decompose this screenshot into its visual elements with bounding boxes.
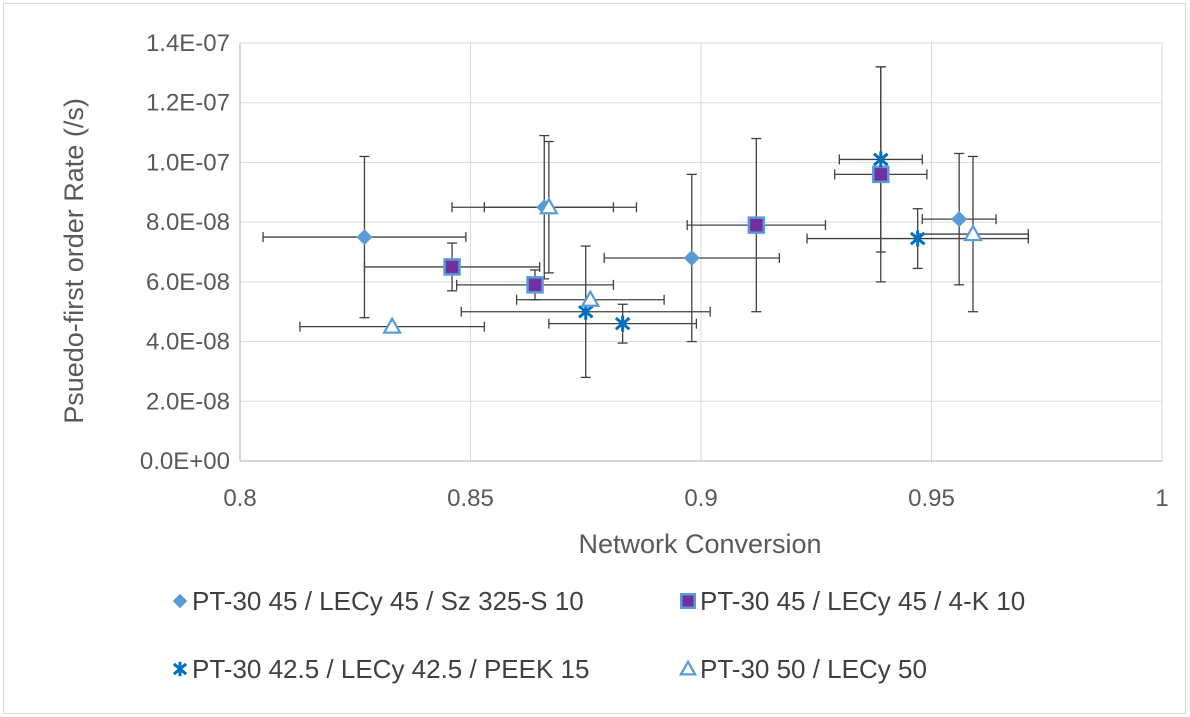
legend-label: PT-30 45 / LECy 45 / Sz 325-S 10: [192, 586, 584, 616]
data-point: [951, 211, 968, 228]
y-tick-label: 0.0E+00: [140, 448, 230, 475]
legend-label: PT-30 45 / LECy 45 / 4-K 10: [700, 586, 1025, 616]
legend: PT-30 45 / LECy 45 / Sz 325-S 10 PT-30 45…: [172, 586, 1025, 684]
x-tick-label: 0.8: [223, 485, 256, 512]
legend-label: PT-30 50 / LECy 50: [700, 654, 927, 684]
y-tick-labels: 0.0E+00 2.0E-08 4.0E-08 6.0E-08 8.0E-08 1.0E-…: [140, 30, 230, 475]
y-axis-title: Psuedo-first order Rate (/s): [59, 98, 89, 424]
data-point: [356, 229, 373, 246]
data-point: [580, 289, 601, 307]
x-tick-labels: 0.8 0.85 0.9 0.95 1: [223, 485, 1168, 512]
legend-entry: PT-30 50 / LECy 50: [678, 654, 927, 684]
legend-marker: [172, 593, 188, 609]
y-tick-label: 8.0E-08: [146, 209, 230, 236]
y-tick-label: 6.0E-08: [146, 269, 230, 296]
axes: [239, 43, 1162, 462]
data-markers: [356, 151, 983, 334]
data-point: [909, 230, 926, 247]
x-axis-title: Network Conversion: [578, 529, 821, 559]
data-point: [443, 258, 461, 276]
y-tick-label: 2.0E-08: [146, 388, 230, 415]
data-point: [526, 276, 544, 294]
data-point: [747, 216, 766, 234]
x-tick-label: 0.95: [908, 485, 955, 512]
legend-marker: [172, 661, 188, 677]
data-point: [614, 315, 631, 332]
data-point: [382, 316, 403, 334]
x-tick-label: 0.85: [447, 485, 494, 512]
y-tick-label: 1.0E-07: [146, 149, 230, 176]
legend-marker: [678, 659, 698, 676]
legend-label: PT-30 42.5 / LECy 42.5 / PEEK 15: [192, 654, 589, 684]
x-tick-label: 0.9: [684, 485, 717, 512]
chart-frame: [3, 3, 1186, 714]
data-point: [963, 223, 983, 242]
y-tick-label: 1.2E-07: [146, 90, 230, 117]
legend-entry: PT-30 42.5 / LECy 42.5 / PEEK 15: [172, 654, 589, 684]
x-tick-label: 1: [1155, 485, 1168, 512]
legend-entry: PT-30 45 / LECy 45 / 4-K 10: [680, 586, 1025, 616]
data-point: [538, 196, 559, 215]
data-point: [683, 249, 700, 266]
y-tick-label: 4.0E-08: [146, 329, 230, 356]
data-point: [873, 151, 889, 168]
legend-marker: [680, 593, 696, 609]
data-point: [872, 165, 890, 184]
gridlines: [239, 42, 1163, 462]
y-tick-label: 1.4E-07: [146, 30, 230, 57]
legend-entry: PT-30 45 / LECy 45 / Sz 325-S 10: [172, 586, 584, 616]
